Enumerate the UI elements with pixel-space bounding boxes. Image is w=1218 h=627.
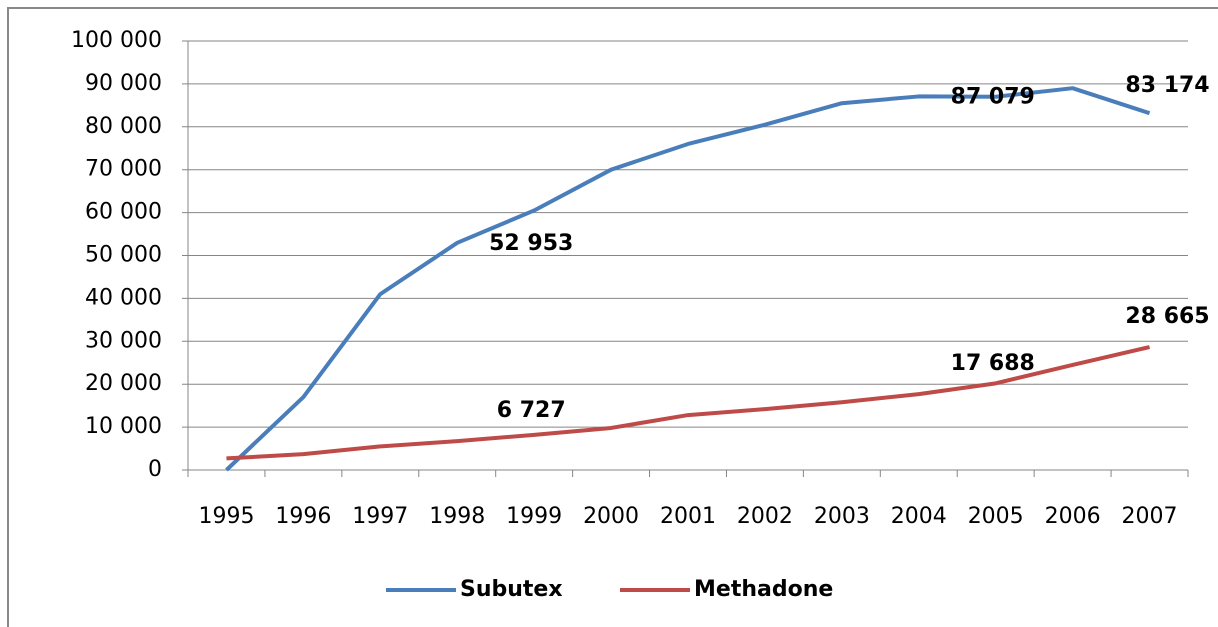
x-tick-label: 2004 [891, 504, 947, 529]
x-tick-label: 2003 [814, 504, 870, 529]
x-tick-label: 1997 [352, 504, 408, 529]
legend-label: Subutex [460, 577, 563, 602]
x-tick-label: 1995 [198, 504, 254, 529]
x-tick-label: 2005 [968, 504, 1024, 529]
x-tick-label: 2006 [1045, 504, 1101, 529]
x-tick-label: 1996 [275, 504, 331, 529]
y-tick-label: 0 [148, 457, 162, 482]
x-tick-label: 1998 [429, 504, 485, 529]
y-tick-label: 70 000 [85, 157, 162, 182]
y-tick-label: 30 000 [85, 328, 162, 353]
y-tick-label: 60 000 [85, 200, 162, 225]
y-tick-label: 20 000 [85, 371, 162, 396]
y-tick-label: 80 000 [85, 114, 162, 139]
x-tick-label: 2000 [583, 504, 639, 529]
value-label: 6 727 [497, 398, 566, 423]
value-label: 87 079 [951, 84, 1035, 109]
series-line [225, 86, 1151, 472]
value-label: 83 174 [1125, 73, 1209, 98]
series-line [226, 345, 1150, 461]
value-label: 28 665 [1125, 304, 1209, 329]
x-tick-label: 2007 [1122, 504, 1178, 529]
x-tick-label: 2002 [737, 504, 793, 529]
value-label: 17 688 [951, 351, 1035, 376]
y-tick-label: 50 000 [85, 243, 162, 268]
legend-label: Methadone [694, 577, 833, 602]
y-tick-label: 90 000 [85, 71, 162, 96]
y-tick-label: 40 000 [85, 285, 162, 310]
x-tick-label: 1999 [506, 504, 562, 529]
x-tick-label: 2001 [660, 504, 716, 529]
y-tick-label: 10 000 [85, 414, 162, 439]
chart-frame [7, 7, 1218, 627]
y-tick-label: 100 000 [71, 28, 162, 53]
value-label: 52 953 [489, 231, 573, 256]
